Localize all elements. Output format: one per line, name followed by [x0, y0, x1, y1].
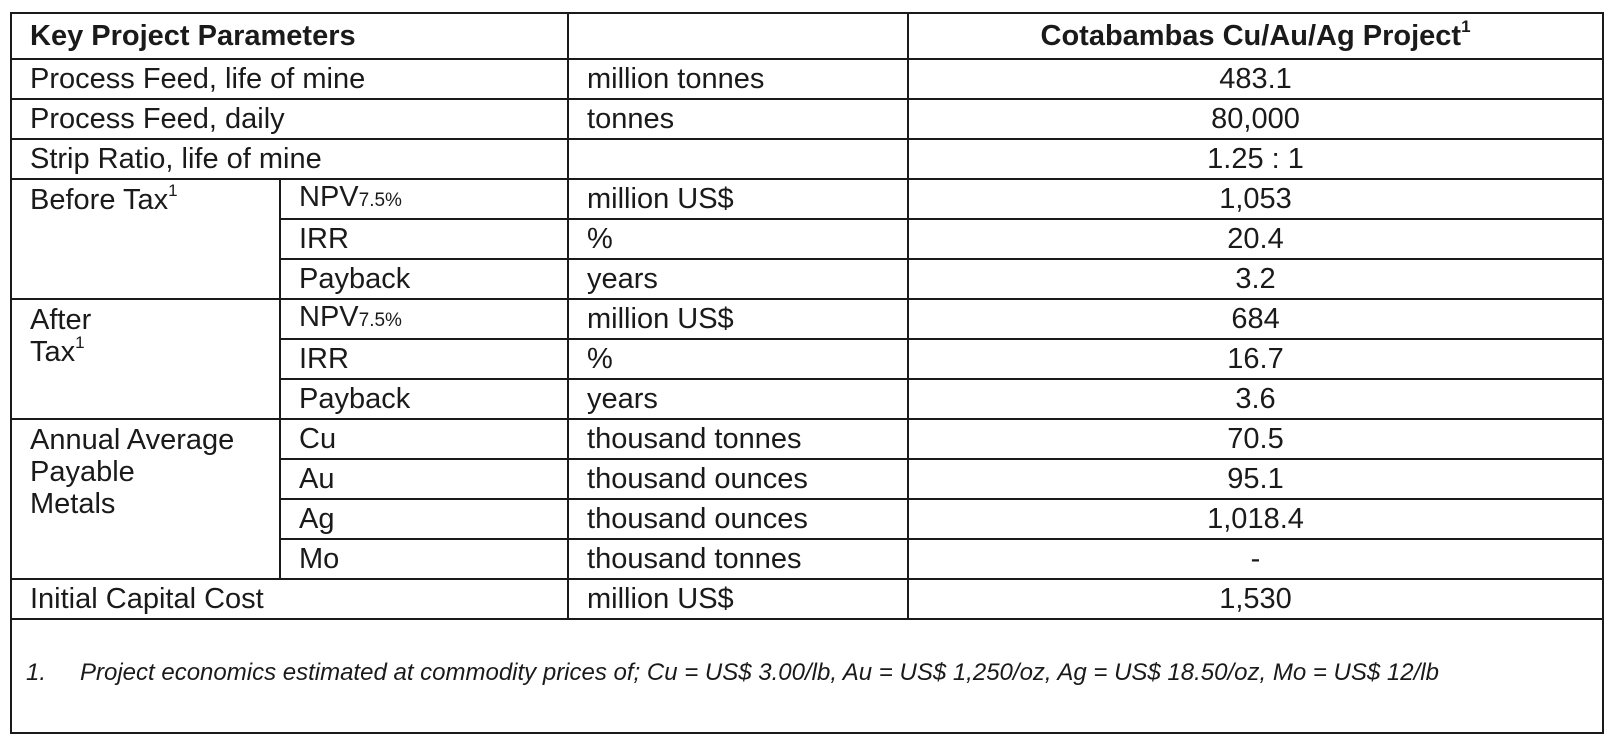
row-value: 1,018.4	[907, 498, 1603, 540]
metric-name: NPV7.5%	[278, 178, 570, 220]
footnote-text: Project economics estimated at commodity…	[80, 659, 1439, 686]
row-value: 1,053	[907, 178, 1603, 220]
footnote-number: 1.	[26, 659, 47, 686]
table-row: Initial Capital Cost million US$ 1,530	[12, 578, 1603, 620]
row-unit: %	[567, 218, 910, 260]
row-value: 20.4	[907, 218, 1603, 260]
table-row: Process Feed, life of mine million tonne…	[12, 58, 1603, 100]
table-row: Payback years 3.6	[12, 378, 1603, 420]
parameters-table-frame: Key Project Parameters Cotabambas Cu/Au/…	[10, 12, 1604, 734]
table-row: Mo thousand tonnes -	[12, 538, 1603, 580]
row-unit: years	[567, 378, 910, 420]
row-label: Strip Ratio, life of mine	[12, 138, 570, 180]
table-row: Annual Average Payable Metals Cu thousand …	[12, 418, 1603, 580]
row-unit: thousand ounces	[567, 498, 910, 540]
metal-name: Mo	[280, 538, 570, 580]
table-row: Before Tax1 NPV7.5% million US$ 1,053	[12, 178, 1603, 300]
row-unit	[567, 138, 910, 180]
row-unit: tonnes	[567, 98, 910, 140]
row-unit: thousand tonnes	[567, 538, 910, 580]
after-tax-label: After Tax1	[12, 298, 281, 420]
table-row: IRR % 16.7	[12, 338, 1603, 380]
row-label: Process Feed, life of mine	[12, 58, 570, 100]
row-value: 3.6	[907, 378, 1603, 420]
metal-name: Ag	[280, 498, 570, 540]
row-value: 3.2	[907, 258, 1603, 300]
table-row: IRR % 20.4	[12, 218, 1603, 260]
table-row: Ag thousand ounces 1,018.4	[12, 498, 1603, 540]
metric-name: Payback	[280, 258, 570, 300]
row-unit: %	[567, 338, 910, 380]
row-value: 80,000	[907, 98, 1603, 140]
row-label: Process Feed, daily	[12, 98, 570, 140]
metric-name: IRR	[280, 338, 570, 380]
table-row: After Tax1 NPV7.5% million US$ 684	[12, 298, 1603, 420]
row-value: 483.1	[907, 58, 1603, 100]
table-header-row: Key Project Parameters Cotabambas Cu/Au/…	[12, 14, 1603, 60]
header-project: Cotabambas Cu/Au/Ag Project1	[907, 14, 1603, 60]
row-unit: million US$	[567, 178, 910, 220]
row-unit: million US$	[567, 578, 910, 620]
row-value: 684	[907, 298, 1603, 340]
before-tax-label: Before Tax1	[12, 178, 281, 300]
table-row: Au thousand ounces 95.1	[12, 458, 1603, 500]
table-row: Process Feed, daily tonnes 80,000	[12, 98, 1603, 140]
payable-metals-label: Annual Average Payable Metals	[12, 418, 281, 580]
row-value: 95.1	[907, 458, 1603, 500]
row-unit: million tonnes	[567, 58, 910, 100]
key-project-parameters-table: Key Project Parameters Cotabambas Cu/Au/…	[12, 14, 1603, 620]
row-value: 1.25 : 1	[907, 138, 1603, 180]
footnote: 1. Project economics estimated at commod…	[12, 646, 1602, 732]
row-value: 70.5	[907, 418, 1603, 460]
table-row: Payback years 3.2	[12, 258, 1603, 300]
row-value: 16.7	[907, 338, 1603, 380]
metal-name: Au	[280, 458, 570, 500]
row-unit: million US$	[567, 298, 910, 340]
metric-name: IRR	[280, 218, 570, 260]
row-label: Initial Capital Cost	[12, 578, 570, 620]
metal-name: Cu	[278, 418, 570, 460]
row-unit: thousand tonnes	[567, 418, 910, 460]
row-unit: thousand ounces	[567, 458, 910, 500]
metric-name: NPV7.5%	[278, 298, 570, 340]
metric-name: Payback	[280, 378, 570, 420]
row-value: -	[907, 538, 1603, 580]
table-row: Strip Ratio, life of mine 1.25 : 1	[12, 138, 1603, 180]
row-value: 1,530	[907, 578, 1603, 620]
header-title: Key Project Parameters	[12, 14, 570, 60]
row-unit: years	[567, 258, 910, 300]
header-unit-cell	[567, 14, 910, 60]
